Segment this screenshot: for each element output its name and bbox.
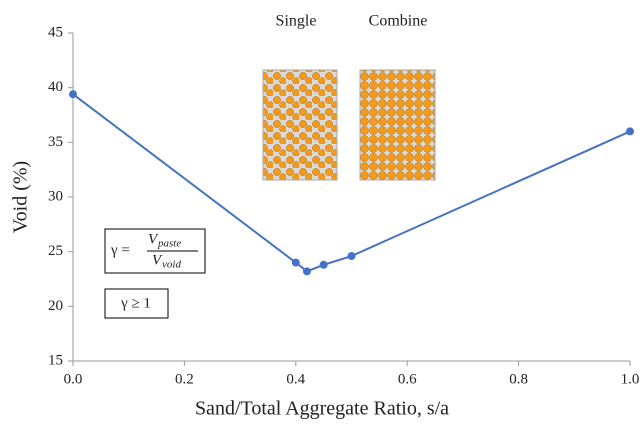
- x-tick-label: 0.8: [509, 371, 528, 387]
- formula-numerator: V: [148, 231, 159, 247]
- annotation: Single: [276, 13, 317, 30]
- formula-denominator: V: [152, 252, 163, 268]
- formula-denominator-sub: void: [162, 259, 181, 271]
- single-image: [262, 69, 338, 181]
- y-tick-label: 40: [48, 79, 63, 95]
- marker: [302, 267, 311, 276]
- formula-lhs: γ =: [110, 242, 130, 258]
- line: [72, 93, 631, 273]
- x-axis-label: Sand/Total Aggregate Ratio, s/a: [195, 398, 449, 420]
- x-tick-label: 0.4: [286, 371, 305, 387]
- y-tick-label: 35: [48, 134, 63, 150]
- y-tick-label: 25: [48, 243, 63, 259]
- marker: [626, 127, 634, 136]
- annotation: Combine: [369, 13, 428, 30]
- y-tick-label: 30: [48, 188, 63, 204]
- marker: [347, 252, 356, 261]
- y-tick-label: 45: [48, 24, 63, 40]
- x-tick-label: 0.2: [175, 371, 194, 387]
- marker: [69, 90, 77, 99]
- condition-box: [104, 288, 169, 319]
- formula-numerator-sub: paste: [157, 238, 181, 250]
- marker: [319, 260, 328, 269]
- y-tick-label: 20: [48, 298, 63, 314]
- condition: γ ≥ 1: [120, 295, 151, 311]
- x-tick-label: 0.0: [64, 371, 83, 387]
- y-axis-label: Void (%): [10, 161, 32, 233]
- combine-image: [359, 69, 436, 181]
- x-tick-label: 1.0: [621, 371, 640, 387]
- y-tick-label: 15: [48, 352, 63, 368]
- x-tick-label: 0.6: [398, 371, 417, 387]
- marker: [291, 258, 300, 267]
